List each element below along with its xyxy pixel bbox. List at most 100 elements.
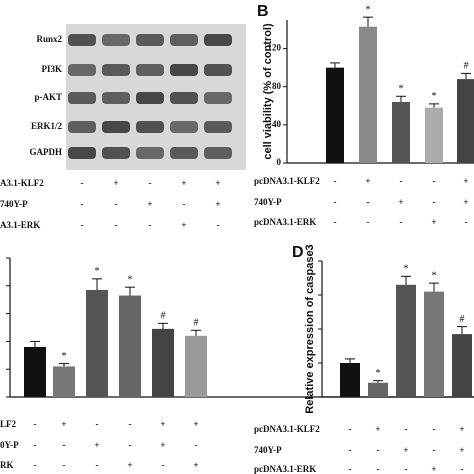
blot-band: [102, 64, 130, 76]
condition-sign: -: [34, 440, 37, 450]
condition-sign: -: [334, 217, 337, 227]
condition-sign: +: [375, 424, 380, 434]
condition-sign: -: [349, 424, 352, 434]
blot-band: [136, 34, 164, 46]
panel-letter: B: [257, 3, 269, 20]
bar: [368, 382, 388, 397]
condition-sign: -: [433, 176, 436, 186]
blot-band: [204, 121, 232, 133]
significance-mark: #: [194, 318, 199, 329]
condition-sign: +: [193, 419, 198, 429]
blot-band: [204, 64, 232, 76]
condition-sign: +: [431, 464, 436, 474]
condition-sign: -: [195, 440, 198, 450]
significance-mark: #: [161, 311, 166, 322]
condition-sign: +: [459, 445, 464, 455]
blot-band: [170, 121, 198, 133]
condition-sign: +: [365, 176, 370, 186]
bar: [86, 289, 108, 397]
condition-sign: -: [400, 217, 403, 227]
protein-label: ERK1/2: [31, 121, 63, 131]
blot-band: [136, 64, 164, 76]
bar: [396, 284, 416, 397]
panel-letter: D: [292, 244, 304, 261]
y-tick-label: 80: [272, 81, 282, 91]
protein-label: GAPDH: [30, 147, 63, 157]
condition-label: 740Y-P: [254, 445, 282, 455]
condition-label: pcDNA3.1-KLF2: [254, 424, 320, 434]
condition-sign: +: [459, 424, 464, 434]
condition-sign: -: [377, 464, 380, 474]
y-tick-label: 40: [272, 119, 282, 129]
condition-sign: -: [81, 178, 84, 188]
blot-band: [204, 147, 232, 159]
condition-sign: -: [34, 460, 37, 470]
condition-label: pcDNA3.1-ERK: [254, 217, 316, 227]
bar: [119, 295, 141, 397]
blot-band: [102, 121, 130, 133]
condition-label: pcDNA3.1-ERK: [254, 464, 316, 474]
condition-sign: -: [96, 419, 99, 429]
y-axis-label: cell viability (% of control): [262, 23, 274, 160]
condition-sign: -: [81, 220, 84, 230]
bar: [326, 67, 344, 163]
significance-mark: #: [460, 314, 465, 325]
bar: [424, 291, 444, 397]
condition-sign: -: [34, 419, 37, 429]
condition-label: LF2: [0, 419, 17, 429]
blot-band: [170, 64, 198, 76]
condition-label: 0Y-P: [0, 440, 19, 450]
condition-sign: +: [215, 178, 220, 188]
condition-sign: -: [129, 419, 132, 429]
condition-sign: +: [147, 199, 152, 209]
condition-sign: +: [181, 178, 186, 188]
significance-mark: *: [404, 264, 409, 275]
condition-sign: +: [193, 460, 198, 470]
y-tick-label: 0: [277, 157, 282, 167]
condition-sign: -: [63, 460, 66, 470]
blot-band: [204, 92, 232, 104]
significance-mark: *: [399, 84, 404, 95]
protein-label: Runx2: [36, 34, 62, 44]
condition-label: A3.1-ERK: [0, 220, 40, 230]
bar: [340, 363, 360, 397]
significance-mark: #: [464, 61, 469, 72]
condition-sign: +: [403, 445, 408, 455]
condition-sign: -: [433, 445, 436, 455]
blot-band: [68, 34, 96, 46]
condition-sign: +: [127, 460, 132, 470]
condition-label: A3.1-KLF2: [0, 178, 44, 188]
blot-band: [68, 64, 96, 76]
bar: [457, 79, 474, 163]
condition-sign: -: [217, 220, 220, 230]
significance-mark: *: [62, 351, 67, 362]
condition-sign: -: [183, 199, 186, 209]
significance-mark: *: [432, 270, 437, 281]
bar: [359, 26, 377, 163]
condition-sign: +: [181, 220, 186, 230]
blot-band: [136, 92, 164, 104]
significance-mark: *: [432, 91, 437, 102]
significance-mark: *: [128, 274, 133, 285]
protein-label: PI3K: [41, 64, 62, 74]
condition-sign: -: [400, 176, 403, 186]
condition-sign: +: [61, 419, 66, 429]
bar: [185, 335, 207, 397]
significance-mark: *: [366, 4, 371, 15]
condition-label: pcDNA3.1-KLF2: [254, 176, 320, 186]
condition-sign: -: [349, 464, 352, 474]
blot-band: [170, 92, 198, 104]
condition-sign: -: [115, 199, 118, 209]
condition-sign: +: [113, 178, 118, 188]
condition-sign: -: [96, 460, 99, 470]
condition-sign: +: [160, 440, 165, 450]
condition-label: 740Y-P: [0, 199, 28, 209]
condition-sign: +: [463, 197, 468, 207]
condition-sign: -: [433, 424, 436, 434]
condition-sign: +: [431, 217, 436, 227]
condition-sign: -: [367, 197, 370, 207]
blot-band: [170, 147, 198, 159]
blot-band: [68, 92, 96, 104]
condition-sign: -: [433, 197, 436, 207]
